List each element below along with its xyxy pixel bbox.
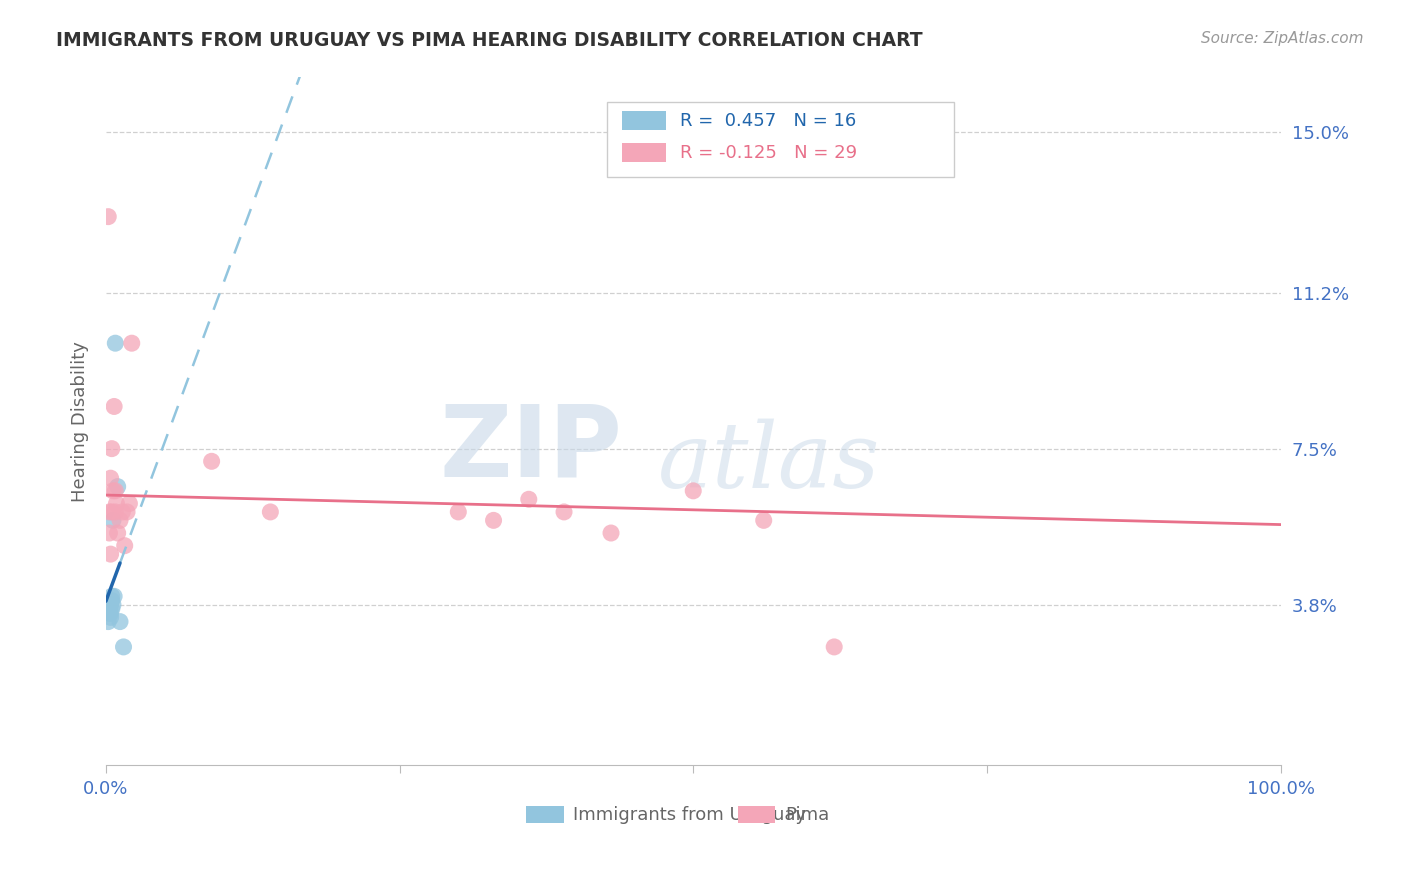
Text: IMMIGRANTS FROM URUGUAY VS PIMA HEARING DISABILITY CORRELATION CHART: IMMIGRANTS FROM URUGUAY VS PIMA HEARING … — [56, 31, 922, 50]
Point — [600, 526, 623, 541]
Text: ZIP: ZIP — [440, 401, 623, 497]
Point — [482, 513, 505, 527]
Point — [823, 640, 845, 654]
Point — [98, 526, 121, 541]
Point — [100, 547, 122, 561]
Point — [101, 593, 124, 607]
Point — [103, 589, 125, 603]
Point — [100, 606, 122, 620]
FancyBboxPatch shape — [621, 112, 666, 130]
Point — [108, 615, 131, 629]
Point — [101, 589, 124, 603]
Point — [98, 505, 121, 519]
Point — [115, 505, 138, 519]
Text: R =  0.457   N = 16: R = 0.457 N = 16 — [681, 112, 856, 129]
Text: Source: ZipAtlas.com: Source: ZipAtlas.com — [1201, 31, 1364, 46]
Point — [517, 492, 540, 507]
FancyBboxPatch shape — [738, 806, 776, 822]
Y-axis label: Hearing Disability: Hearing Disability — [72, 341, 89, 501]
Point — [105, 496, 128, 510]
Point — [553, 505, 575, 519]
Point — [104, 505, 127, 519]
Point — [100, 610, 122, 624]
Point — [101, 483, 124, 498]
Point — [98, 606, 121, 620]
Point — [107, 480, 129, 494]
FancyBboxPatch shape — [526, 806, 564, 822]
Point — [100, 471, 122, 485]
Point — [101, 513, 124, 527]
Point — [121, 336, 143, 351]
Point — [259, 505, 281, 519]
Point — [107, 526, 129, 541]
Point — [112, 640, 135, 654]
Point — [111, 505, 134, 519]
Point — [101, 598, 124, 612]
Text: Immigrants from Uruguay: Immigrants from Uruguay — [574, 805, 807, 823]
Text: R = -0.125   N = 29: R = -0.125 N = 29 — [681, 145, 858, 162]
Text: Pima: Pima — [785, 805, 830, 823]
Point — [447, 505, 470, 519]
Point — [118, 496, 141, 510]
Point — [104, 336, 127, 351]
Point — [101, 505, 124, 519]
Point — [100, 598, 122, 612]
Point — [108, 513, 131, 527]
Point — [98, 602, 121, 616]
Point — [101, 602, 124, 616]
Point — [97, 210, 120, 224]
Point — [752, 513, 775, 527]
Point — [97, 615, 120, 629]
Point — [114, 539, 136, 553]
Text: atlas: atlas — [658, 418, 880, 507]
Point — [101, 442, 124, 456]
Point — [103, 400, 125, 414]
Point — [104, 483, 127, 498]
FancyBboxPatch shape — [607, 102, 955, 178]
Point — [201, 454, 224, 468]
FancyBboxPatch shape — [621, 143, 666, 162]
Point — [682, 483, 704, 498]
